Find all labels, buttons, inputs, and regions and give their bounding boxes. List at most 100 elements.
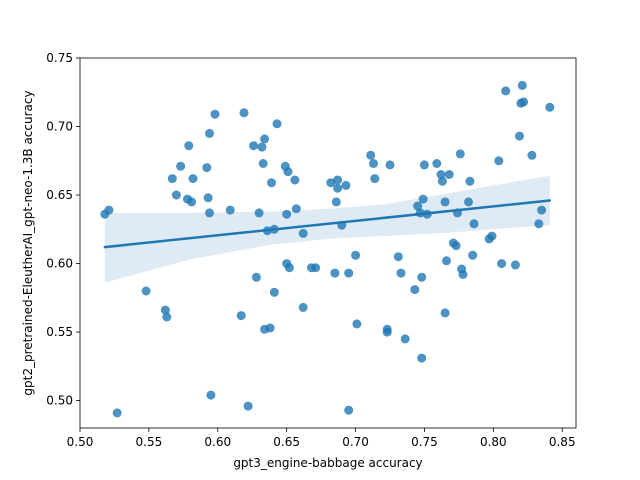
data-point-67 (400, 334, 410, 344)
data-point-24 (249, 141, 259, 151)
data-point-48 (326, 178, 336, 188)
x-tick-label: 0.80 (480, 435, 507, 449)
scatter-points-layer (100, 80, 555, 418)
data-point-29 (260, 134, 270, 144)
data-point-42 (290, 175, 300, 185)
y-tick-label: 0.50 (46, 394, 73, 408)
data-point-97 (501, 86, 511, 96)
data-point-104 (534, 219, 544, 229)
data-point-90 (465, 176, 475, 186)
y-tick-label: 0.75 (46, 51, 73, 65)
plot-area-frame (79, 57, 577, 429)
regression-line (103, 199, 552, 249)
data-point-51 (333, 175, 343, 185)
data-point-106 (545, 102, 555, 112)
data-point-50 (331, 197, 341, 207)
data-point-69 (413, 201, 423, 211)
data-point-82 (444, 170, 454, 179)
x-tick-label: 0.50 (67, 435, 94, 449)
confidence-band-layer (104, 175, 550, 283)
data-point-2 (104, 205, 114, 215)
data-point-6 (162, 312, 172, 322)
data-point-39 (282, 209, 292, 219)
data-point-41 (284, 263, 294, 273)
data-point-44 (298, 228, 308, 238)
data-point-89 (464, 197, 473, 207)
data-point-63 (382, 324, 392, 334)
data-point-9 (176, 161, 186, 171)
axis-ticks-layer: 0.50 0.55 0.60 0.65 0.70 0.75 0.80 0.85 0.50 0.55… (46, 51, 575, 449)
x-tick-label: 0.55 (136, 435, 163, 449)
data-point-88 (458, 270, 468, 279)
data-point-57 (351, 250, 361, 260)
data-point-77 (436, 170, 446, 179)
data-point-34 (269, 287, 279, 297)
data-point-95 (494, 156, 504, 166)
data-point-101 (519, 97, 529, 107)
data-point-13 (188, 174, 198, 184)
data-point-66 (396, 268, 406, 278)
data-point-72 (417, 353, 427, 363)
data-point-84 (451, 241, 461, 251)
data-point-76 (432, 159, 442, 168)
data-point-17 (205, 128, 214, 138)
y-axis-label: gpt2_pretrained-EleutherAI_gpt-neo-1.3B … (21, 90, 35, 395)
data-point-71 (417, 272, 427, 282)
data-point-21 (236, 311, 246, 321)
data-point-47 (311, 263, 321, 273)
data-point-7 (167, 174, 177, 184)
data-point-40 (283, 167, 293, 177)
data-point-98 (510, 260, 520, 270)
x-tick-label: 0.85 (549, 435, 576, 449)
data-point-91 (468, 250, 478, 260)
y-tick-label: 0.55 (46, 325, 73, 339)
data-point-105 (537, 205, 547, 215)
data-point-58 (352, 319, 362, 329)
data-point-79 (440, 197, 450, 207)
data-point-8 (171, 190, 181, 200)
data-point-56 (344, 268, 354, 278)
data-point-3 (112, 408, 122, 418)
data-point-78 (437, 176, 447, 186)
y-tick-label: 0.65 (46, 188, 73, 202)
data-point-20 (225, 205, 235, 215)
data-point-22 (239, 108, 249, 118)
data-point-19 (210, 109, 220, 119)
x-tick-label: 0.75 (411, 435, 438, 449)
x-axis-label: gpt3_engine-babbage accuracy (233, 456, 422, 470)
x-tick-label: 0.60 (204, 435, 231, 449)
data-point-49 (330, 268, 340, 278)
y-tick-label: 0.60 (46, 257, 73, 271)
data-point-5 (160, 305, 170, 315)
data-point-36 (272, 119, 282, 129)
data-point-103 (527, 150, 537, 160)
data-point-59 (366, 150, 376, 160)
regression-line-layer (103, 199, 552, 249)
data-point-94 (487, 231, 497, 241)
data-point-80 (440, 308, 450, 318)
data-point-65 (393, 252, 403, 262)
data-point-12 (187, 197, 197, 207)
data-point-15 (203, 193, 213, 203)
data-point-26 (254, 208, 264, 218)
data-point-54 (341, 180, 351, 190)
data-point-33 (267, 178, 276, 188)
data-point-96 (497, 259, 507, 269)
data-point-43 (291, 204, 301, 214)
data-point-4 (141, 286, 151, 296)
data-point-23 (243, 401, 253, 411)
confidence-band (104, 175, 550, 283)
data-point-73 (418, 194, 428, 204)
data-point-61 (370, 174, 380, 184)
y-tick-label: 0.70 (46, 120, 73, 134)
data-point-28 (258, 159, 268, 168)
data-point-99 (515, 131, 524, 141)
data-point-86 (455, 149, 465, 159)
x-tick-label: 0.65 (273, 435, 300, 449)
data-point-64 (385, 160, 395, 170)
data-point-60 (369, 159, 378, 168)
data-point-32 (265, 323, 275, 333)
data-point-27 (257, 142, 267, 152)
